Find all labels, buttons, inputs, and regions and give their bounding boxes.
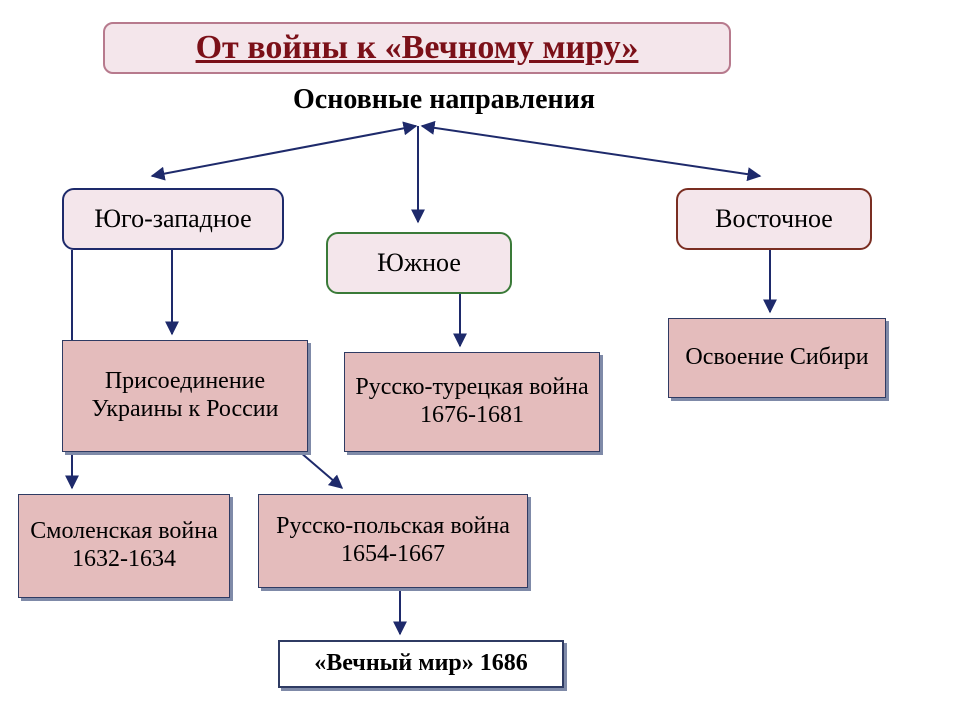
title-box: От войны к «Вечному миру» (103, 22, 731, 74)
direction-southwest: Юго-западное (62, 188, 284, 250)
node-polish-war: Русско-польская война 1654-1667 (258, 494, 528, 588)
node-eternal-peace: «Вечный мир» 1686 (278, 640, 564, 688)
direction-east: Восточное (676, 188, 872, 250)
node-ukraine: Присоединение Украины к России (62, 340, 308, 452)
node-turkish-war: Русско-турецкая война 1676-1681 (344, 352, 600, 452)
node-smolensk-war: Смоленская война 1632-1634 (18, 494, 230, 598)
subtitle-text: Основные направления (234, 80, 654, 120)
direction-south: Южное (326, 232, 512, 294)
diagram-canvas: От войны к «Вечному миру» Основные напра… (0, 0, 960, 720)
node-siberia: Освоение Сибири (668, 318, 886, 398)
